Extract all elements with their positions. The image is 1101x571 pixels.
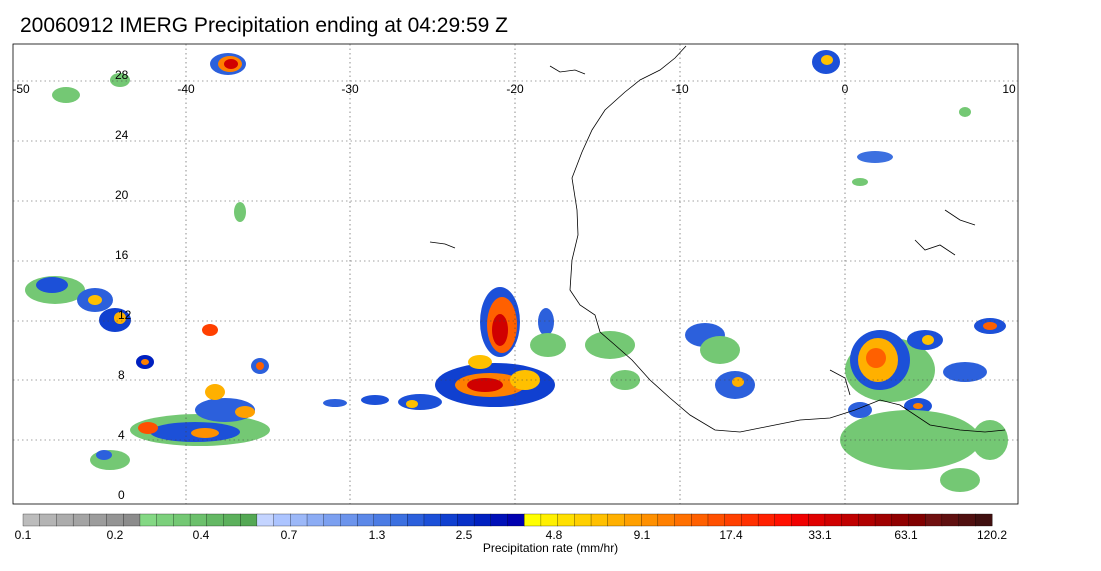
lat-labels: 28 24 20 16 12 8 4 0 bbox=[115, 68, 132, 502]
colorbar-swatch bbox=[958, 513, 976, 527]
colorbar-swatch bbox=[223, 513, 241, 527]
lat-label: 20 bbox=[115, 188, 129, 202]
colorbar-swatch bbox=[808, 513, 826, 527]
colorbar-swatch bbox=[72, 513, 91, 527]
colorbar-swatch bbox=[139, 513, 158, 527]
colorbar-swatch bbox=[724, 513, 742, 527]
colorbar-swatch bbox=[323, 513, 341, 527]
colorbar-swatch bbox=[356, 513, 375, 527]
colorbar-swatch bbox=[741, 513, 759, 527]
colorbar-swatch bbox=[858, 513, 876, 527]
colorbar-swatch bbox=[373, 513, 391, 527]
colorbar-swatch bbox=[908, 513, 926, 527]
colorbar-swatch bbox=[507, 513, 525, 527]
lon-label: 0 bbox=[842, 82, 849, 96]
colorbar-tick-label: 120.2 bbox=[976, 528, 1008, 542]
colorbar-swatch bbox=[941, 513, 960, 527]
colorbar-swatch bbox=[56, 513, 74, 527]
colorbar-swatch bbox=[490, 513, 508, 527]
colorbar-swatch bbox=[524, 513, 542, 527]
colorbar-swatch bbox=[925, 513, 943, 527]
colorbar-swatch bbox=[173, 513, 191, 527]
colorbar-tick-label: 0.7 bbox=[280, 528, 298, 542]
colorbar-swatch bbox=[290, 513, 308, 527]
lon-label: -10 bbox=[671, 82, 689, 96]
colorbar-swatch bbox=[123, 513, 141, 527]
colorbar-tick-label: 1.3 bbox=[368, 528, 386, 542]
colorbar-swatch bbox=[824, 513, 843, 527]
colorbar-tick-label: 4.8 bbox=[545, 528, 563, 542]
colorbar-swatch bbox=[657, 513, 676, 527]
lat-label: 28 bbox=[115, 68, 129, 82]
colorbar-swatch bbox=[189, 513, 208, 527]
colorbar-caption: Precipitation rate (mm/hr) bbox=[482, 541, 619, 555]
colorbar-swatch bbox=[457, 513, 475, 527]
colorbar-swatch bbox=[975, 513, 993, 527]
colorbar-swatch bbox=[273, 513, 291, 527]
lon-label: -40 bbox=[177, 82, 195, 96]
colorbar-tick-label: 17.4 bbox=[719, 528, 743, 542]
colorbar-swatch bbox=[22, 513, 41, 527]
colorbar-swatch bbox=[757, 513, 776, 527]
colorbar-swatch bbox=[707, 513, 726, 527]
map-title: 20060912 IMERG Precipitation ending at 0… bbox=[20, 14, 508, 37]
colorbar-swatch bbox=[240, 513, 258, 527]
lon-labels: -50 -40 -30 -20 -10 0 10 bbox=[12, 82, 1016, 96]
colorbar-swatch bbox=[407, 513, 425, 527]
colorbar-swatch bbox=[473, 513, 492, 527]
coastline bbox=[429, 45, 1006, 433]
colorbar-swatch bbox=[440, 513, 458, 527]
colorbar-swatch bbox=[674, 513, 692, 527]
colorbar-tick-label: 33.1 bbox=[808, 528, 832, 542]
colorbar-swatch bbox=[557, 513, 575, 527]
colorbar-swatch bbox=[156, 513, 174, 527]
colorbar-tick-label: 0.1 bbox=[14, 528, 32, 542]
lat-label: 0 bbox=[118, 488, 125, 502]
colorbar-swatch bbox=[590, 513, 609, 527]
colorbar-swatch bbox=[306, 513, 325, 527]
lat-label: 8 bbox=[118, 368, 125, 382]
colorbar-tick-label: 0.4 bbox=[192, 528, 210, 542]
lon-label: -20 bbox=[506, 82, 524, 96]
colorbar-swatch bbox=[540, 513, 559, 527]
colorbar-swatch bbox=[874, 513, 893, 527]
colorbar-tick-label: 0.2 bbox=[106, 528, 124, 542]
colorbar-swatch bbox=[791, 513, 809, 527]
colorbar-swatch bbox=[106, 513, 124, 527]
colorbar bbox=[22, 513, 993, 527]
graticule bbox=[13, 44, 1018, 504]
colorbar-tick-label: 63.1 bbox=[894, 528, 918, 542]
colorbar-swatch bbox=[841, 513, 859, 527]
colorbar-swatch bbox=[423, 513, 442, 527]
lon-label: 10 bbox=[1002, 82, 1016, 96]
colorbar-swatch bbox=[256, 513, 275, 527]
lat-label: 4 bbox=[118, 428, 125, 442]
colorbar-swatch bbox=[340, 513, 358, 527]
colorbar-swatch bbox=[607, 513, 625, 527]
colorbar-swatch bbox=[39, 513, 57, 527]
lat-label: 16 bbox=[115, 248, 129, 262]
colorbar-swatch bbox=[691, 513, 709, 527]
colorbar-swatch bbox=[574, 513, 592, 527]
colorbar-tick-label: 2.5 bbox=[455, 528, 473, 542]
colorbar-swatch bbox=[624, 513, 642, 527]
colorbar-swatch bbox=[89, 513, 107, 527]
colorbar-swatch bbox=[641, 513, 659, 527]
colorbar-swatch bbox=[206, 513, 224, 527]
colorbar-swatch bbox=[390, 513, 408, 527]
lon-label: -50 bbox=[12, 82, 30, 96]
lat-label: 12 bbox=[118, 308, 132, 322]
colorbar-swatch bbox=[891, 513, 909, 527]
lon-label: -30 bbox=[341, 82, 359, 96]
colorbar-swatch bbox=[774, 513, 792, 527]
lat-label: 24 bbox=[115, 128, 129, 142]
colorbar-tick-label: 9.1 bbox=[633, 528, 651, 542]
